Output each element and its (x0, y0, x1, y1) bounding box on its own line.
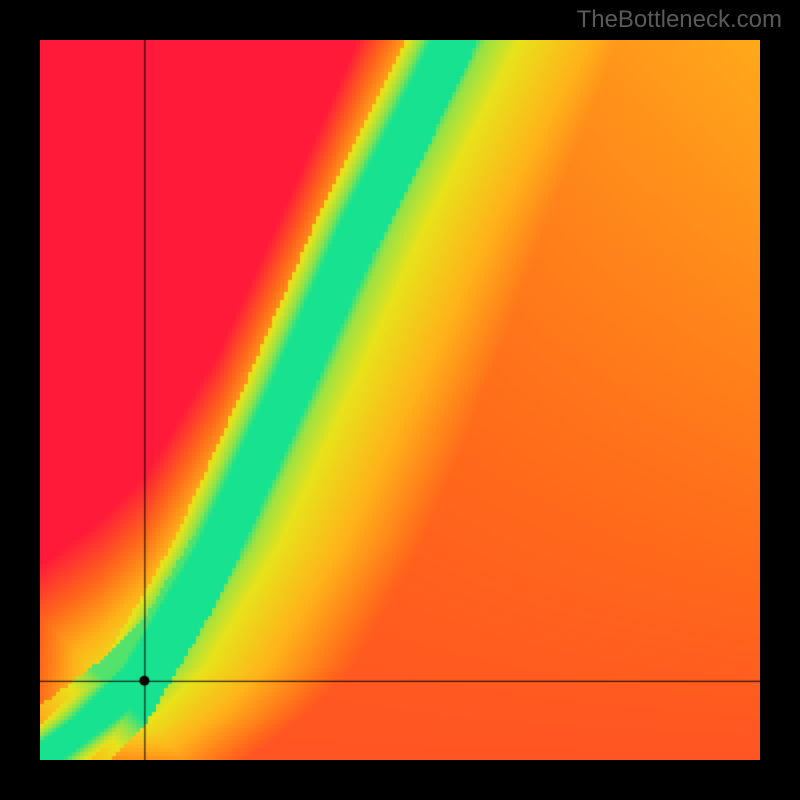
heatmap-canvas (40, 40, 760, 760)
watermark-text: TheBottleneck.com (577, 6, 782, 34)
bottleneck-heatmap (40, 40, 760, 760)
